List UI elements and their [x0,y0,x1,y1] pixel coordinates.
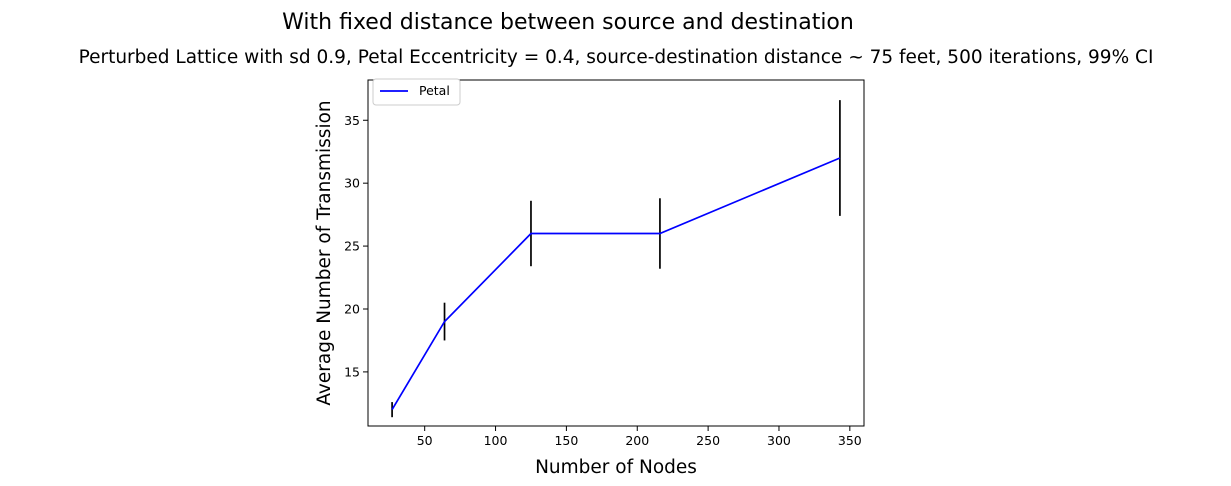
x-tick-label: 300 [767,433,791,448]
x-tick-label: 100 [484,433,508,448]
y-axis-label: Average Number of Transmission [314,100,335,405]
legend-box [372,78,461,106]
plot-area [367,79,865,427]
x-tick-label: 350 [838,433,862,448]
x-tick-label: 150 [554,433,578,448]
series-line-petal [391,157,841,411]
x-tick-label: 250 [696,433,720,448]
y-tick-label: 15 [344,364,360,379]
chart-suptitle: With fixed distance between source and d… [282,10,854,35]
chart-title: Perturbed Lattice with sd 0.9, Petal Ecc… [79,47,1154,68]
y-tick-label: 25 [344,239,360,254]
y-tick-label: 30 [344,176,360,191]
legend: Petal [372,78,461,106]
legend-label: Petal [419,83,450,98]
y-tick-label: 20 [344,301,360,316]
x-tick-label: 50 [417,433,433,448]
x-axis-label: Number of Nodes [535,457,697,478]
y-tick-label: 35 [344,113,360,128]
x-tick-label: 200 [625,433,649,448]
